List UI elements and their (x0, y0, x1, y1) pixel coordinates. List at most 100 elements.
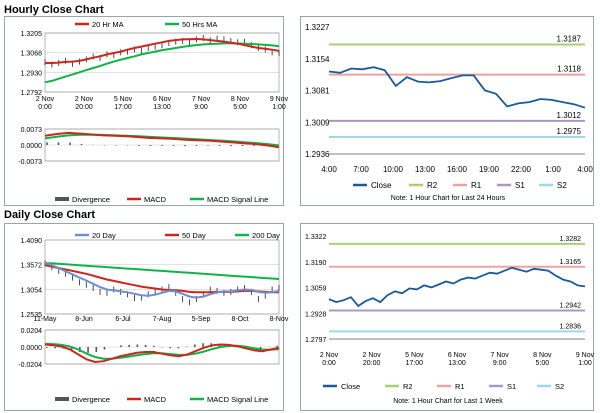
pivot-level-label: 1.3282 (560, 236, 582, 243)
x-tick-label: 6-Jul (115, 316, 131, 323)
legend-label: 50 Hrs MA (182, 20, 217, 29)
y-tick-label: 1.3205 (21, 31, 43, 38)
y-tick-label: 1.4090 (21, 238, 43, 245)
macd-legend-label: MACD (144, 195, 167, 204)
pivot-y-tick: 1.2928 (305, 311, 327, 318)
pivot-level-label: 1.2836 (560, 323, 582, 330)
y-tick-label: 1.2930 (21, 70, 43, 77)
x-tick-label: 11-May (34, 316, 57, 323)
macd-legend-label: MACD Signal Line (207, 395, 268, 404)
macd-line (44, 131, 280, 149)
pivot-x-tick: 8 Nov 5:00 (533, 352, 552, 367)
hourly-price-chart: 20 Hr MA 50 Hrs MA 1.3205 1.3068 1.2930 1.279… (18, 20, 288, 204)
y-tick-label: 1.2535 (21, 312, 43, 319)
x-tick-label: 2 Nov 0:00 (36, 96, 55, 111)
pivot-x-tick: 7:00 (353, 165, 369, 174)
pivot-x-tick: 19:00 (479, 165, 500, 174)
pivot-legend-label: S1 (507, 382, 516, 391)
y-tick-label: 1.2792 (21, 90, 43, 97)
x-tick-label: 7-Aug (153, 316, 172, 323)
pivot-level-label: 1.3165 (560, 259, 582, 266)
hourly-section-title: Hourly Close Chart (4, 4, 104, 16)
close-line (328, 266, 586, 308)
y-tick-label: 1.3054 (21, 287, 43, 294)
daily-pivot-panel: 1.3322 1.3190 1.3059 1.2928 1.2797 1.3282 1.31… (300, 223, 595, 411)
y-tick-label: 1.3068 (21, 51, 43, 58)
x-tick-label: 8-Jun (75, 316, 93, 323)
macd-legend-label: Divergence (72, 195, 110, 204)
pivot-y-tick: 1.3009 (305, 118, 330, 127)
x-tick-label: 7 Nov 9:00 (192, 96, 211, 111)
pivot-level-label: 1.2942 (560, 303, 582, 310)
pivot-legend-label: R2 (403, 382, 413, 391)
legend-label: 20 Day (92, 231, 116, 240)
pivot-legend-label: Close (341, 382, 360, 391)
x-tick-label: 6 Nov 13:00 (153, 96, 172, 111)
pivot-y-tick: 1.3059 (305, 286, 327, 293)
hourly-left-panel: 20 Hr MA 50 Hrs MA 1.3205 1.3068 1.2930 1.279… (4, 16, 289, 206)
pivot-level-label: 1.2975 (557, 127, 582, 136)
hourly-pivot-chart: 1.3227 1.3154 1.3081 1.3009 1.2936 1.3187 1.31… (305, 23, 593, 190)
legend-label: 20 Hr MA (92, 20, 124, 29)
ma-line-2 (44, 264, 279, 294)
daily-left-panel: 20 Day 50 Day 200 Day 1.4090 1.3572 1.3054 1.2… (4, 223, 289, 411)
ma-line-2 (44, 42, 280, 84)
pivot-x-tick: 13:00 (415, 165, 436, 174)
legend-label: 50 Day (182, 231, 206, 240)
pivot-x-tick: 4:00 (577, 165, 593, 174)
pivot-x-tick: 7 Nov 9:00 (491, 352, 510, 367)
pivot-x-tick: 5 Nov 17:00 (405, 352, 424, 367)
macd-y-tick: 0.0073 (21, 127, 43, 134)
ma-line-3 (45, 262, 280, 280)
legend-label: 200 Day (252, 231, 280, 240)
x-tick-label: 8-Nov (270, 316, 289, 323)
pivot-legend-label: R2 (427, 181, 438, 190)
daily-section-title: Daily Close Chart (4, 209, 96, 221)
pivot-legend-label: R1 (471, 181, 482, 190)
macd-y-tick: 0.0204 (21, 328, 43, 335)
pivot-x-tick: 6 Nov 13:00 (448, 352, 467, 367)
ma-line-1 (44, 261, 280, 299)
pivot-level-label: 1.3012 (557, 111, 582, 120)
pivot-x-tick: 1:00 (545, 165, 561, 174)
pivot-y-tick: 1.3322 (305, 234, 327, 241)
macd-y-tick: -0.0204 (18, 362, 42, 369)
pivot-y-tick: 1.3227 (305, 23, 330, 32)
pivot-legend-label: S1 (515, 181, 525, 190)
plot-frame (44, 239, 280, 315)
pivot-legend-label: R1 (455, 382, 465, 391)
macd-legend-label: MACD (144, 395, 167, 404)
ma-line-1 (45, 37, 280, 64)
pivot-y-tick: 1.3154 (305, 55, 330, 64)
macd-line (44, 343, 280, 364)
pivot-level-label: 1.3187 (557, 34, 582, 43)
x-tick-label: 5 Nov 17:00 (114, 96, 133, 111)
pivot-level-label: 1.3118 (557, 65, 581, 74)
pivot-legend-label: S2 (555, 382, 564, 391)
daily-price-chart: 20 Day 50 Day 200 Day 1.4090 1.3572 1.3054 1.2… (18, 231, 289, 404)
x-tick-label: 5-Sep (192, 316, 211, 323)
x-tick-label: 8 Nov 5:00 (231, 96, 250, 111)
hourly-pivot-note: Note: 1 Hour Chart for Last 24 Hours (390, 195, 506, 202)
pivot-x-tick: 10:00 (383, 165, 404, 174)
macd-frame (44, 329, 280, 365)
x-tick-label: 8-Oct (231, 316, 248, 323)
pivot-y-tick: 1.3081 (305, 87, 330, 96)
pivot-y-tick: 1.3190 (305, 260, 327, 267)
pivot-x-tick: 2 Nov 0:00 (320, 352, 339, 367)
macd-y-tick: 0.0000 (21, 143, 43, 150)
pivot-y-tick: 1.2936 (305, 150, 330, 159)
daily-pivot-note: Note: 1 Hour Chart for Last 1 Week (393, 398, 503, 405)
hourly-pivot-panel: 1.3227 1.3154 1.3081 1.3009 1.2936 1.3187 1.31… (300, 16, 594, 206)
y-tick-label: 1.3572 (21, 263, 43, 270)
macd-legend-label: MACD Signal Line (207, 195, 268, 204)
close-line (328, 66, 586, 109)
pivot-y-tick: 1.2797 (305, 337, 327, 344)
macd-legend-label: Divergence (72, 395, 110, 404)
x-tick-label: 9 Nov 1:00 (270, 96, 289, 111)
pivot-legend-label: S2 (557, 181, 567, 190)
macd-y-tick: 0.0000 (21, 345, 43, 352)
pivot-x-tick: 22:00 (511, 165, 532, 174)
x-tick-label: 2 Nov 20:00 (75, 96, 94, 111)
pivot-x-tick: 16:00 (447, 165, 468, 174)
